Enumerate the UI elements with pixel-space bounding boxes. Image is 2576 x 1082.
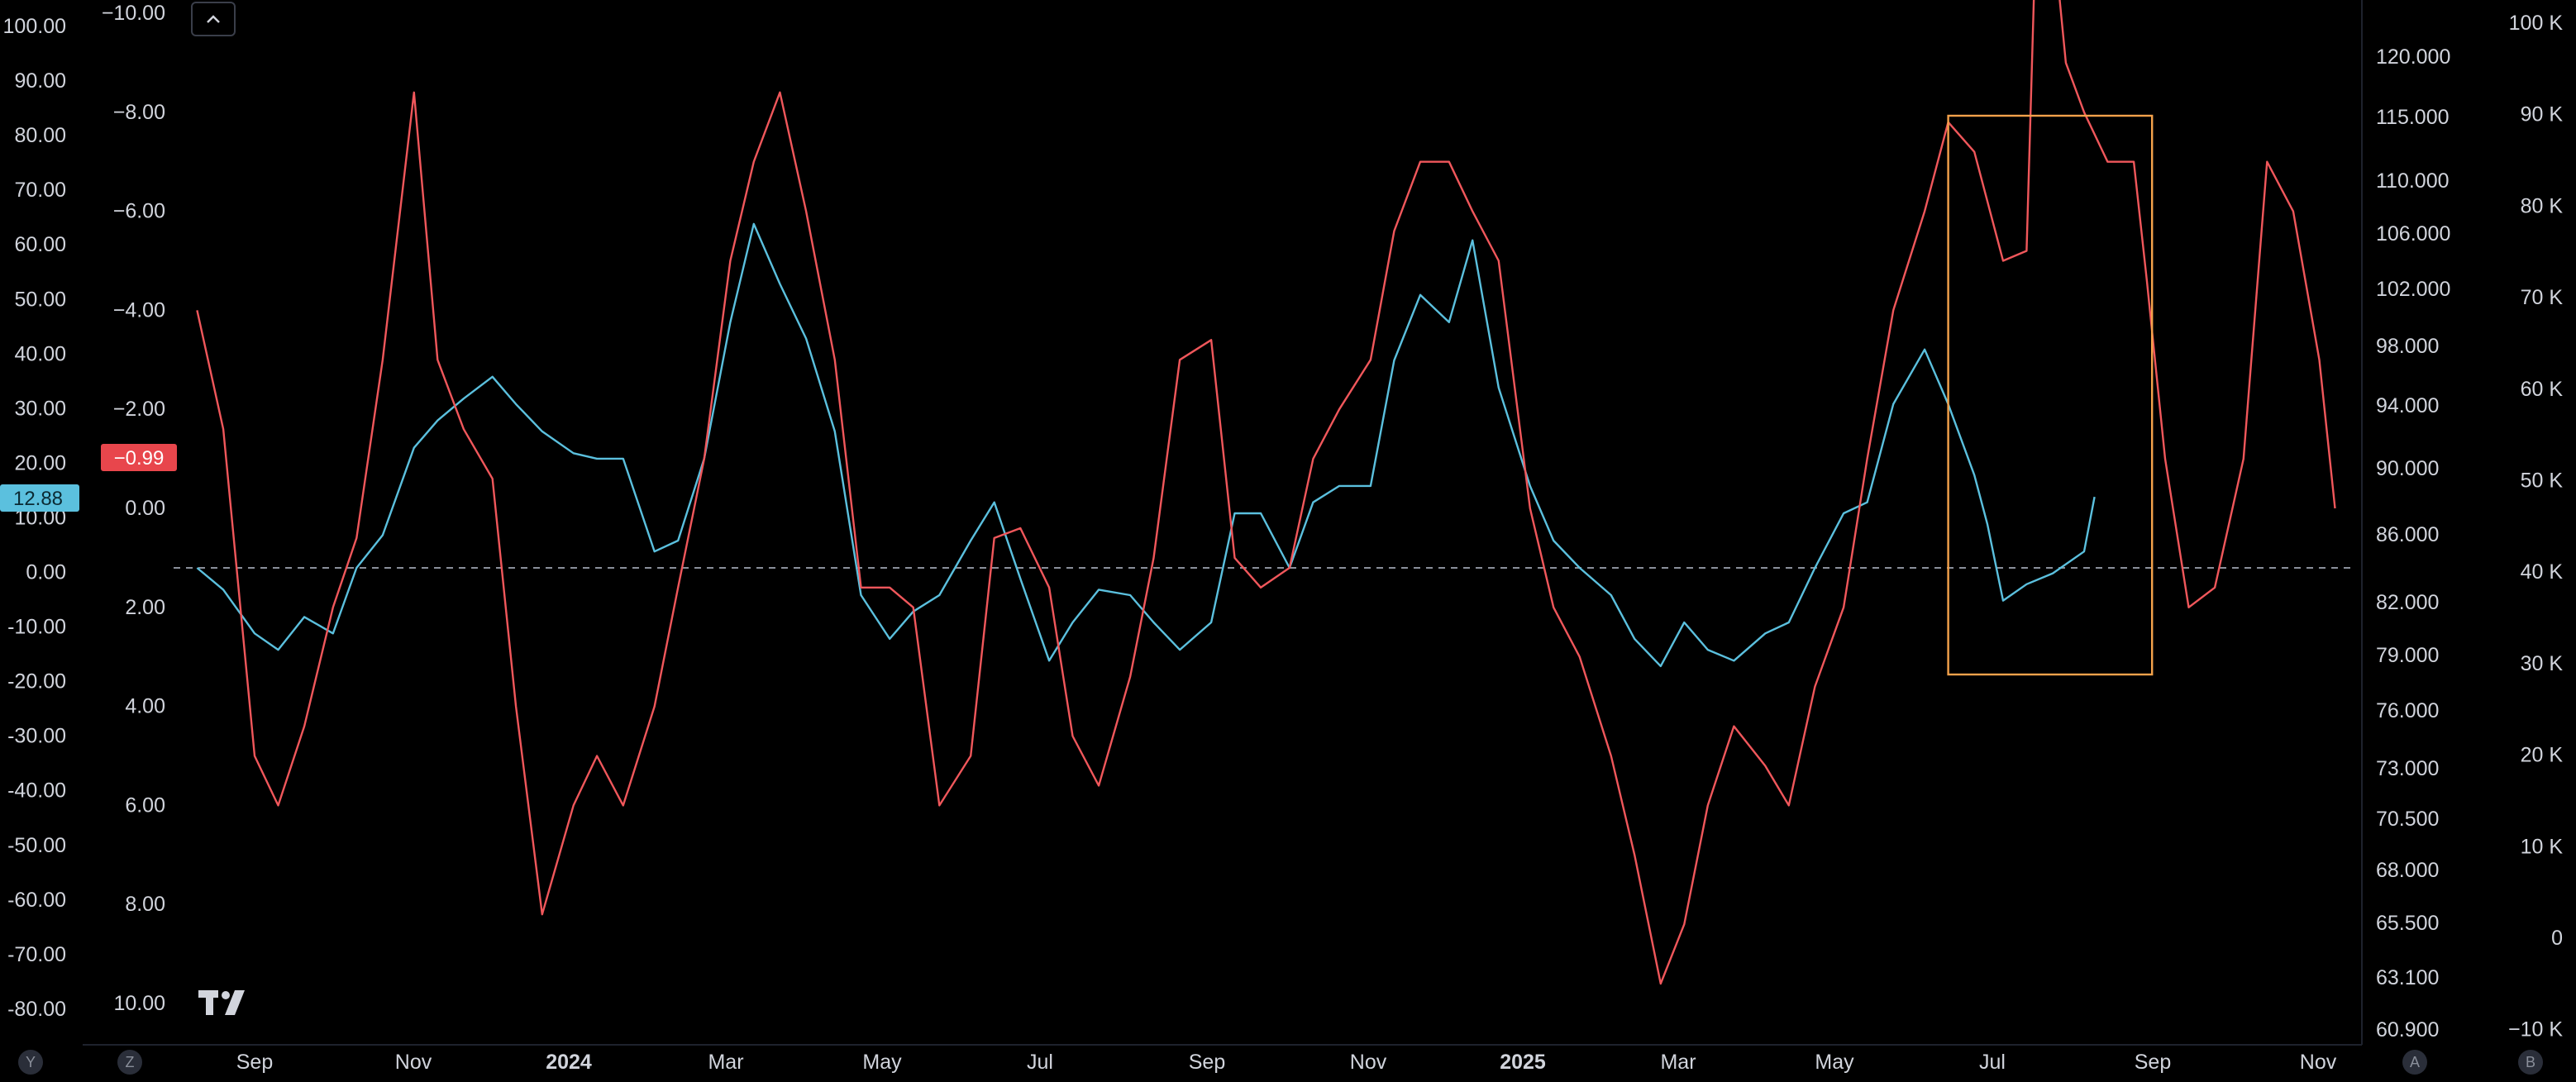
time-axis-tick: Nov bbox=[2300, 1051, 2337, 1074]
right-inner-tick: 60.900 bbox=[2376, 1018, 2439, 1041]
left-inner-tick: −8.00 bbox=[113, 101, 165, 124]
time-axis-tick: May bbox=[862, 1051, 902, 1074]
left-outer-tick: -40.00 bbox=[7, 779, 66, 803]
axis-button-z[interactable]: Z bbox=[117, 1050, 142, 1075]
left-inner-tick: 6.00 bbox=[125, 794, 165, 817]
left-outer-tick: 40.00 bbox=[14, 342, 66, 365]
axis-button-a[interactable]: A bbox=[2402, 1050, 2427, 1075]
series-line-blue bbox=[196, 222, 2096, 668]
left-outer-tick: 50.00 bbox=[14, 288, 66, 311]
left-outer-tick: 0.00 bbox=[26, 561, 66, 584]
right-outer-tick: 20 K bbox=[2521, 744, 2564, 767]
time-axis-tick: Sep bbox=[1189, 1051, 1225, 1074]
right-inner-tick: 65.500 bbox=[2376, 912, 2439, 935]
left-inner-tick: 0.00 bbox=[125, 497, 165, 520]
time-axis-tick: Mar bbox=[1660, 1051, 1696, 1074]
left-inner-tick: 8.00 bbox=[125, 893, 165, 916]
left-outer-tick: -20.00 bbox=[7, 670, 66, 694]
last-value-text-blue: 12.88 bbox=[13, 488, 63, 510]
time-axis-tick: Sep bbox=[2135, 1051, 2171, 1074]
axis-button-y[interactable]: Y bbox=[18, 1050, 43, 1075]
left-outer-tick: 90.00 bbox=[14, 69, 66, 93]
left-inner-tick: −6.00 bbox=[113, 200, 165, 223]
tradingview-logo bbox=[198, 989, 251, 1022]
right-outer-tick: −10 K bbox=[2508, 1018, 2563, 1041]
time-axis-tick: Jul bbox=[1979, 1051, 2006, 1074]
left-outer-tick: -50.00 bbox=[7, 834, 66, 857]
time-axis-tick: 2024 bbox=[546, 1051, 592, 1074]
right-inner-tick: 106.000 bbox=[2376, 222, 2450, 245]
left-outer-tick: 60.00 bbox=[14, 233, 66, 256]
right-outer-tick: 90 K bbox=[2521, 103, 2564, 126]
right-inner-tick: 98.000 bbox=[2376, 335, 2439, 358]
left-outer-tick: -80.00 bbox=[7, 998, 66, 1021]
time-axis-tick: Nov bbox=[1350, 1051, 1387, 1074]
right-inner-tick: 110.000 bbox=[2376, 169, 2450, 193]
left-inner-tick: −2.00 bbox=[113, 398, 165, 421]
right-outer-tick: 80 K bbox=[2521, 194, 2564, 217]
time-axis-tick: Nov bbox=[395, 1051, 432, 1074]
right-outer-tick: 10 K bbox=[2521, 835, 2564, 858]
left-inner-tick: −4.00 bbox=[113, 298, 165, 322]
series-line-red bbox=[196, 0, 2336, 985]
last-value-badge-red bbox=[101, 444, 177, 471]
left-outer-tick: 30.00 bbox=[14, 397, 66, 420]
chevron-up-icon bbox=[207, 15, 220, 23]
left-inner-tick: 4.00 bbox=[125, 695, 165, 718]
right-inner-tick: 68.000 bbox=[2376, 859, 2439, 882]
collapse-button[interactable] bbox=[191, 2, 236, 36]
right-outer-tick: 50 K bbox=[2521, 470, 2564, 493]
highlight-box bbox=[1947, 114, 2154, 676]
right-inner-tick: 70.500 bbox=[2376, 808, 2439, 831]
left-outer-tick: -30.00 bbox=[7, 725, 66, 748]
time-axis-tick: 2025 bbox=[1500, 1051, 1546, 1074]
right-inner-tick: 86.000 bbox=[2376, 523, 2439, 546]
time-axis-tick: Sep bbox=[236, 1051, 273, 1074]
right-inner-tick: 79.000 bbox=[2376, 644, 2439, 667]
right-inner-tick: 76.000 bbox=[2376, 699, 2439, 722]
left-outer-tick: -10.00 bbox=[7, 616, 66, 639]
left-outer-tick: -60.00 bbox=[7, 889, 66, 912]
right-outer-tick: 100 K bbox=[2509, 12, 2564, 35]
left-outer-tick: -70.00 bbox=[7, 943, 66, 966]
right-inner-tick: 94.000 bbox=[2376, 394, 2439, 417]
last-value-badge-blue bbox=[0, 484, 79, 512]
right-outer-tick: 70 K bbox=[2521, 286, 2564, 309]
right-inner-tick: 120.000 bbox=[2376, 45, 2450, 69]
right-outer-tick: 30 K bbox=[2521, 652, 2564, 675]
right-inner-tick: 63.100 bbox=[2376, 966, 2439, 989]
left-inner-tick: 2.00 bbox=[125, 596, 165, 619]
axis-button-b[interactable]: B bbox=[2518, 1050, 2543, 1075]
right-outer-tick: 0 bbox=[2551, 927, 2563, 950]
right-inner-tick: 115.000 bbox=[2376, 106, 2450, 129]
last-value-text-red: −0.99 bbox=[114, 447, 165, 470]
right-inner-tick: 90.000 bbox=[2376, 457, 2439, 480]
time-axis-tick: Jul bbox=[1027, 1051, 1053, 1074]
right-inner-tick: 82.000 bbox=[2376, 591, 2439, 614]
right-outer-tick: 60 K bbox=[2521, 378, 2564, 401]
left-inner-tick: 10.00 bbox=[113, 992, 165, 1015]
left-outer-tick: 80.00 bbox=[14, 124, 66, 147]
left-outer-tick: 100.00 bbox=[3, 15, 66, 38]
right-inner-tick: 73.000 bbox=[2376, 757, 2439, 780]
left-outer-tick: 70.00 bbox=[14, 179, 66, 202]
right-inner-tick: 102.000 bbox=[2376, 278, 2450, 301]
left-outer-tick: 20.00 bbox=[14, 451, 66, 474]
right-outer-tick: 40 K bbox=[2521, 560, 2564, 584]
time-axis-tick: Mar bbox=[708, 1051, 743, 1074]
time-axis-tick: May bbox=[1815, 1051, 1854, 1074]
left-inner-tick: −10.00 bbox=[102, 2, 165, 25]
